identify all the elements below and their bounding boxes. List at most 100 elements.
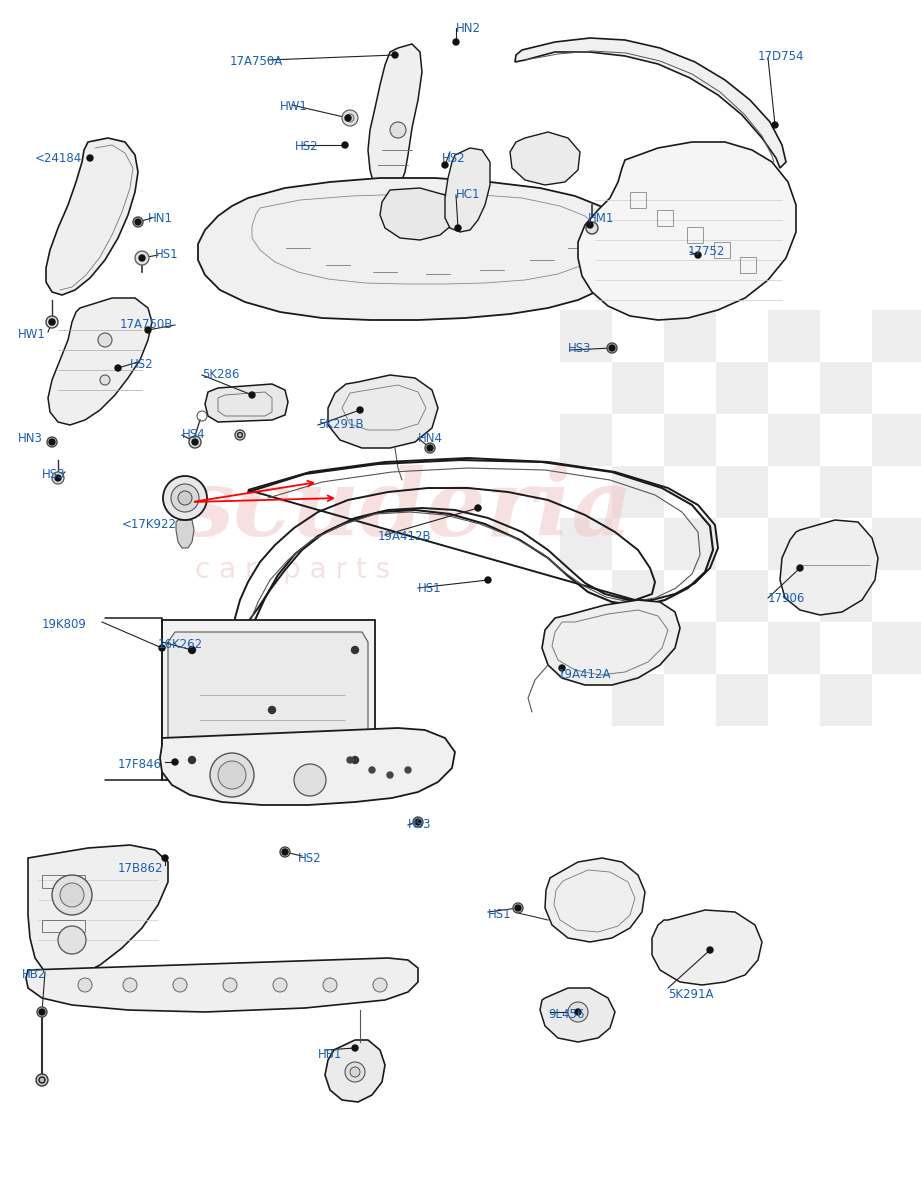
Circle shape xyxy=(695,252,701,258)
Text: 17752: 17752 xyxy=(688,245,726,258)
Circle shape xyxy=(513,902,523,913)
Text: 17B862: 17B862 xyxy=(118,862,164,875)
Circle shape xyxy=(136,220,140,224)
Polygon shape xyxy=(445,148,490,232)
Bar xyxy=(612,466,664,518)
Circle shape xyxy=(392,52,398,58)
Circle shape xyxy=(350,1067,360,1078)
Circle shape xyxy=(50,440,54,444)
Circle shape xyxy=(115,365,121,371)
Circle shape xyxy=(568,1002,588,1022)
Circle shape xyxy=(294,764,326,796)
Circle shape xyxy=(100,374,110,385)
Text: 19A412A: 19A412A xyxy=(558,668,612,680)
Text: 17D754: 17D754 xyxy=(758,50,805,62)
Circle shape xyxy=(475,505,481,511)
Circle shape xyxy=(346,114,354,122)
Bar xyxy=(560,414,612,466)
Circle shape xyxy=(123,978,137,992)
Text: <24184: <24184 xyxy=(35,152,82,164)
Circle shape xyxy=(607,343,617,353)
Circle shape xyxy=(218,761,246,790)
Circle shape xyxy=(249,392,255,398)
Circle shape xyxy=(405,767,411,773)
Circle shape xyxy=(47,437,57,446)
Text: HS1: HS1 xyxy=(418,582,442,595)
Text: HS1: HS1 xyxy=(155,248,179,260)
Circle shape xyxy=(797,565,803,571)
Circle shape xyxy=(52,472,64,484)
Circle shape xyxy=(609,346,615,350)
Circle shape xyxy=(60,883,84,907)
Circle shape xyxy=(415,818,421,826)
Polygon shape xyxy=(328,374,438,448)
Circle shape xyxy=(772,122,778,128)
Text: scuderia: scuderia xyxy=(180,464,633,554)
Polygon shape xyxy=(515,38,786,168)
Polygon shape xyxy=(28,845,168,978)
Circle shape xyxy=(235,430,245,440)
Circle shape xyxy=(352,756,358,763)
Circle shape xyxy=(357,407,363,413)
Circle shape xyxy=(189,647,195,654)
Bar xyxy=(664,310,716,362)
Text: 17A750A: 17A750A xyxy=(230,55,284,68)
Polygon shape xyxy=(578,142,796,320)
Polygon shape xyxy=(168,632,368,775)
Circle shape xyxy=(323,978,337,992)
Polygon shape xyxy=(540,988,615,1042)
Circle shape xyxy=(707,947,713,953)
Circle shape xyxy=(485,577,491,583)
Bar xyxy=(612,362,664,414)
Bar xyxy=(664,622,716,674)
Circle shape xyxy=(342,142,348,148)
Text: HB1: HB1 xyxy=(318,1048,343,1061)
Bar xyxy=(872,622,921,674)
Text: HW1: HW1 xyxy=(280,100,308,113)
Text: HS3: HS3 xyxy=(42,468,65,481)
Bar xyxy=(768,310,820,362)
Bar xyxy=(768,518,820,570)
Bar xyxy=(716,570,768,622)
Circle shape xyxy=(516,906,520,910)
Circle shape xyxy=(178,491,192,505)
Bar xyxy=(612,674,664,726)
Circle shape xyxy=(559,665,565,671)
Text: 16K262: 16K262 xyxy=(158,638,204,650)
Text: c a r   p a r t s: c a r p a r t s xyxy=(195,556,391,584)
Circle shape xyxy=(390,122,406,138)
Circle shape xyxy=(345,115,351,121)
Circle shape xyxy=(223,978,237,992)
Text: HS1: HS1 xyxy=(488,908,512,922)
Circle shape xyxy=(342,110,358,126)
Circle shape xyxy=(87,155,93,161)
Circle shape xyxy=(192,439,198,445)
Circle shape xyxy=(49,319,55,325)
Bar xyxy=(664,518,716,570)
Polygon shape xyxy=(46,138,138,295)
Circle shape xyxy=(610,346,614,350)
Circle shape xyxy=(37,1007,47,1018)
Circle shape xyxy=(575,1009,581,1015)
Bar xyxy=(820,570,872,622)
Text: HC1: HC1 xyxy=(456,188,481,200)
Circle shape xyxy=(347,757,353,763)
Bar xyxy=(716,466,768,518)
Polygon shape xyxy=(198,178,635,320)
Polygon shape xyxy=(325,1040,385,1102)
Text: 17906: 17906 xyxy=(768,592,805,605)
Circle shape xyxy=(189,647,195,653)
Polygon shape xyxy=(510,132,580,185)
Text: 19K809: 19K809 xyxy=(42,618,87,631)
Bar xyxy=(820,466,872,518)
Text: HS2: HS2 xyxy=(442,152,466,164)
Circle shape xyxy=(78,978,92,992)
Text: HS2: HS2 xyxy=(298,852,321,865)
Bar xyxy=(820,362,872,414)
Bar xyxy=(664,414,716,466)
Text: HN1: HN1 xyxy=(148,212,173,226)
Text: 5K286: 5K286 xyxy=(202,368,239,382)
Circle shape xyxy=(515,905,521,911)
Circle shape xyxy=(133,217,143,227)
Text: HS3: HS3 xyxy=(408,818,432,830)
